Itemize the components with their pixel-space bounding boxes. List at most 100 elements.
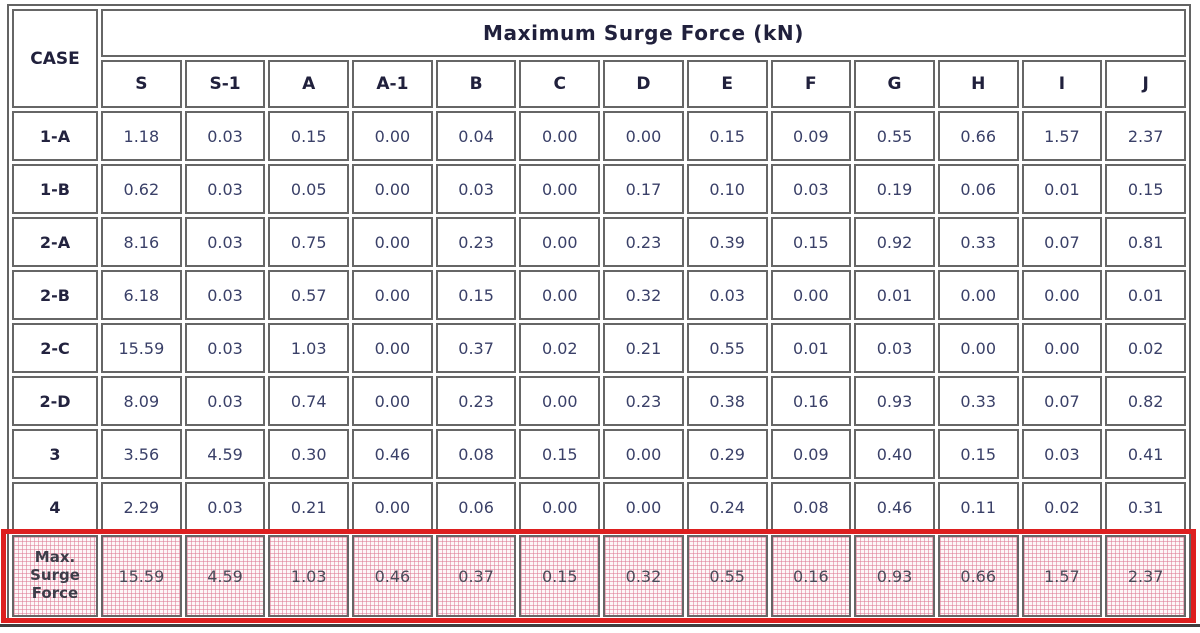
value-cell: 0.21 [268,482,350,532]
row-label: 2-B [12,270,98,320]
column-header-J: J [1105,60,1186,108]
value-cell: 0.55 [686,323,768,373]
table-row-1-A: 1-A 1.18 0.03 0.15 0.00 0.04 0.00 0.00 0.15 0.09 0… [12,111,1186,161]
value-cell: 0.00 [1021,323,1103,373]
value-cell: 0.07 [1021,376,1103,426]
table-row-2-B: 2-B 6.18 0.03 0.57 0.00 0.15 0.00 0.32 0.03 0.00 0… [12,270,1186,320]
value-cell: 0.00 [352,217,433,267]
figure-bottom-rule [0,624,1200,627]
value-cell: 0.03 [184,164,266,214]
value-cell: 0.15 [268,111,350,161]
value-cell: 0.15 [1105,164,1186,214]
summary-row-label: Max. Surge Force [12,535,98,617]
column-header-A: A [268,60,350,108]
column-header-E: E [686,60,768,108]
value-cell: 2.29 [101,482,182,532]
table-row-1-B: 1-B 0.62 0.03 0.05 0.00 0.03 0.00 0.17 0.10 0.03 0… [12,164,1186,214]
row-label: 3 [12,429,98,479]
row-label: 2-C [12,323,98,373]
value-cell: 1.18 [101,111,182,161]
value-cell: 0.00 [603,482,684,532]
value-cell: 0.39 [686,217,768,267]
summary-value-cell: 0.37 [435,535,517,617]
value-cell: 0.05 [268,164,350,214]
value-cell: 0.03 [770,164,852,214]
column-header-G: G [854,60,935,108]
case-header-cell: CASE [12,9,98,108]
value-cell: 0.08 [770,482,852,532]
value-cell: 0.37 [435,323,517,373]
value-cell: 0.01 [854,270,935,320]
value-cell: 1.57 [1021,111,1103,161]
value-cell: 0.08 [435,429,517,479]
column-header-C: C [519,60,601,108]
value-cell: 0.32 [603,270,684,320]
value-cell: 0.33 [937,217,1019,267]
summary-value-cell: 4.59 [184,535,266,617]
value-cell: 0.55 [854,111,935,161]
summary-row-max-surge-force: Max. Surge Force 15.59 4.59 1.03 0.46 0.37 0.1… [12,535,1186,617]
table-row-3: 3 3.56 4.59 0.30 0.46 0.08 0.15 0.00 0.29 0.09 0.4… [12,429,1186,479]
value-cell: 15.59 [101,323,182,373]
value-cell: 0.11 [937,482,1019,532]
value-cell: 0.41 [1105,429,1186,479]
value-cell: 3.56 [101,429,182,479]
value-cell: 0.00 [937,270,1019,320]
value-cell: 0.33 [937,376,1019,426]
value-cell: 0.62 [101,164,182,214]
value-cell: 0.03 [184,217,266,267]
column-header-D: D [603,60,684,108]
value-cell: 0.30 [268,429,350,479]
value-cell: 0.00 [519,376,601,426]
column-header-row: S S-1 A A-1 B C D E F G H I J [12,60,1186,108]
value-cell: 2.37 [1105,111,1186,161]
value-cell: 0.07 [1021,217,1103,267]
value-cell: 0.15 [686,111,768,161]
value-cell: 0.00 [937,323,1019,373]
value-cell: 0.29 [686,429,768,479]
summary-value-cell: 1.03 [268,535,350,617]
value-cell: 0.01 [770,323,852,373]
value-cell: 0.46 [352,429,433,479]
value-cell: 6.18 [101,270,182,320]
value-cell: 0.03 [184,270,266,320]
value-cell: 0.09 [770,429,852,479]
value-cell: 0.23 [603,376,684,426]
value-cell: 0.15 [519,429,601,479]
summary-value-cell: 15.59 [101,535,182,617]
value-cell: 0.75 [268,217,350,267]
summary-value-cell: 0.15 [519,535,601,617]
value-cell: 0.31 [1105,482,1186,532]
value-cell: 8.16 [101,217,182,267]
value-cell: 0.01 [1021,164,1103,214]
value-cell: 0.93 [854,376,935,426]
column-header-I: I [1021,60,1103,108]
value-cell: 0.03 [854,323,935,373]
value-cell: 0.19 [854,164,935,214]
value-cell: 0.03 [1021,429,1103,479]
summary-value-cell: 0.16 [770,535,852,617]
value-cell: 0.00 [519,111,601,161]
value-cell: 0.46 [854,482,935,532]
value-cell: 0.03 [686,270,768,320]
summary-value-cell: 0.66 [937,535,1019,617]
column-header-S-1: S-1 [184,60,266,108]
summary-value-cell: 1.57 [1021,535,1103,617]
value-cell: 0.82 [1105,376,1186,426]
value-cell: 0.00 [519,482,601,532]
value-cell: 0.00 [603,111,684,161]
summary-value-cell: 0.32 [603,535,684,617]
value-cell: 0.10 [686,164,768,214]
surge-force-table: CASE Maximum Surge Force (kN) S S-1 A A-1 B C… [7,4,1191,622]
column-header-F: F [770,60,852,108]
summary-value-cell: 2.37 [1105,535,1186,617]
value-cell: 0.00 [519,270,601,320]
value-cell: 0.40 [854,429,935,479]
row-label: 1-A [12,111,98,161]
value-cell: 0.02 [1021,482,1103,532]
value-cell: 0.21 [603,323,684,373]
summary-value-cell: 0.55 [686,535,768,617]
value-cell: 0.00 [1021,270,1103,320]
value-cell: 0.23 [435,217,517,267]
